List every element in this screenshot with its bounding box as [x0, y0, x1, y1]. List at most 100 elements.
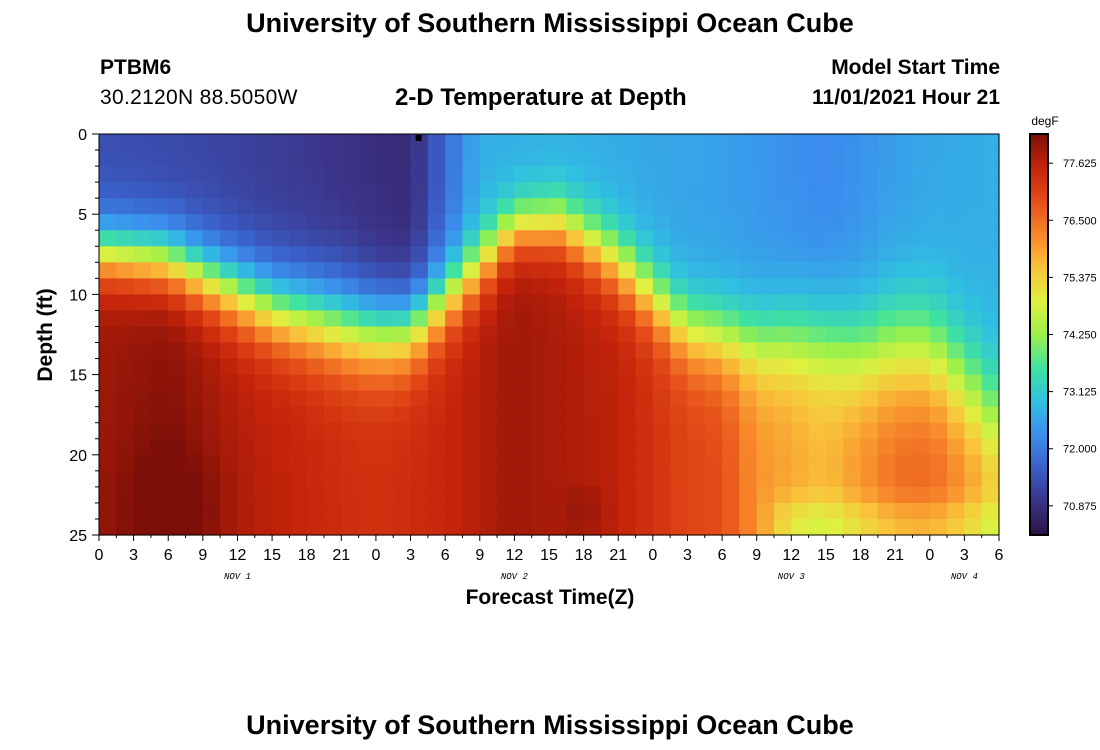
heatmap-cell	[722, 406, 740, 424]
heatmap-cell	[929, 406, 948, 424]
heatmap-cell	[168, 246, 187, 263]
heatmap-cell	[895, 262, 914, 279]
heatmap-cell	[860, 518, 879, 536]
heatmap-cell	[150, 518, 169, 536]
heatmap-cell	[272, 326, 290, 344]
heatmap-cell	[704, 182, 723, 199]
x-tick-label: 0	[925, 547, 934, 564]
heatmap-cell	[427, 502, 446, 520]
x-axis-label: Forecast Time(Z)	[466, 586, 635, 609]
heatmap-cell	[964, 246, 983, 263]
heatmap-cell	[964, 326, 983, 344]
colorbar-segment	[1030, 210, 1048, 215]
colorbar-segment	[1030, 508, 1048, 513]
heatmap-cell	[497, 502, 515, 520]
heatmap-cell	[202, 486, 221, 504]
heatmap-cell	[341, 518, 360, 536]
heatmap-cell	[670, 310, 689, 328]
heatmap-cell	[531, 422, 550, 440]
heatmap-cell	[341, 470, 360, 488]
heatmap-cell	[791, 502, 810, 520]
heatmap-cell	[912, 454, 931, 472]
colorbar-segment	[1030, 471, 1048, 476]
heatmap-cell	[150, 262, 169, 279]
heatmap-cell	[289, 198, 308, 215]
heatmap-cell	[185, 342, 204, 360]
heatmap-cell	[739, 166, 758, 183]
heatmap-cell	[289, 310, 308, 328]
heatmap-cell	[324, 486, 342, 504]
heatmap-cell	[254, 214, 273, 231]
heatmap-cell	[947, 278, 965, 295]
heatmap-cell	[981, 358, 1000, 376]
heatmap-cell	[704, 358, 723, 376]
heatmap-cell	[220, 470, 239, 488]
heatmap-cell	[825, 358, 844, 376]
heatmap-cell	[895, 502, 914, 520]
colorbar-segment	[1030, 341, 1048, 346]
heatmap-cell	[791, 486, 810, 504]
heatmap-cell	[739, 454, 758, 472]
heatmap-cell	[791, 166, 810, 183]
heatmap-cell	[375, 390, 394, 408]
heatmap-cell	[514, 182, 533, 199]
heatmap-cell	[912, 438, 931, 456]
heatmap-cell	[600, 486, 619, 504]
heatmap-cell	[358, 438, 377, 456]
heatmap-cell	[670, 358, 689, 376]
heatmap-cell	[445, 134, 464, 151]
heatmap-cell	[877, 454, 896, 472]
colorbar-segment	[1030, 154, 1048, 158]
colorbar-tick-label: 72.000	[1063, 444, 1097, 456]
heatmap-cell	[462, 166, 481, 183]
heatmap-cell	[410, 422, 429, 440]
x-tick-label: 21	[332, 547, 350, 564]
heatmap-cell	[220, 486, 239, 504]
heatmap-cell	[202, 502, 221, 520]
heatmap-cell	[324, 262, 342, 279]
heatmap-cell	[791, 246, 810, 263]
heatmap-cell	[289, 246, 308, 263]
heatmap-cell	[133, 294, 152, 312]
heatmap-cell	[168, 390, 187, 408]
heatmap-cell	[220, 454, 239, 472]
heatmap-cell	[133, 326, 152, 344]
heatmap-cell	[220, 134, 239, 151]
heatmap-cell	[427, 294, 446, 312]
heatmap-cell	[704, 454, 723, 472]
heatmap-cell	[895, 166, 914, 183]
heatmap-cell	[722, 294, 740, 312]
heatmap-cell	[220, 390, 239, 408]
heatmap-cell	[375, 182, 394, 199]
heatmap-cell	[306, 390, 325, 408]
heatmap-cell	[410, 278, 429, 295]
heatmap-cell	[808, 326, 827, 344]
heatmap-cell	[877, 166, 896, 183]
colorbar-segment	[1030, 237, 1048, 242]
heatmap-cell	[185, 150, 204, 167]
heatmap-cell	[652, 358, 671, 376]
heatmap-cell	[289, 390, 308, 408]
heatmap-cell	[600, 310, 619, 328]
heatmap-cell	[600, 406, 619, 424]
heatmap-cell	[739, 438, 758, 456]
heatmap-cell	[168, 230, 187, 247]
heatmap-cell	[583, 246, 602, 263]
heatmap-cell	[445, 390, 464, 408]
heatmap-cell	[895, 134, 914, 151]
heatmap-cell	[929, 150, 948, 167]
colorbar-segment	[1030, 190, 1048, 195]
heatmap-cell	[272, 342, 290, 360]
heatmap-cell	[600, 326, 619, 344]
heatmap-cell	[635, 230, 654, 247]
heatmap-cell	[514, 342, 533, 360]
heatmap-cell	[497, 278, 515, 295]
heatmap-cell	[618, 518, 637, 536]
heatmap-cell	[618, 342, 637, 360]
heatmap-cell	[272, 246, 290, 263]
heatmap-cell	[289, 134, 308, 151]
heatmap-cell	[358, 406, 377, 424]
heatmap-cell	[929, 518, 948, 536]
heatmap-cell	[410, 342, 429, 360]
heatmap-cell	[947, 470, 965, 488]
